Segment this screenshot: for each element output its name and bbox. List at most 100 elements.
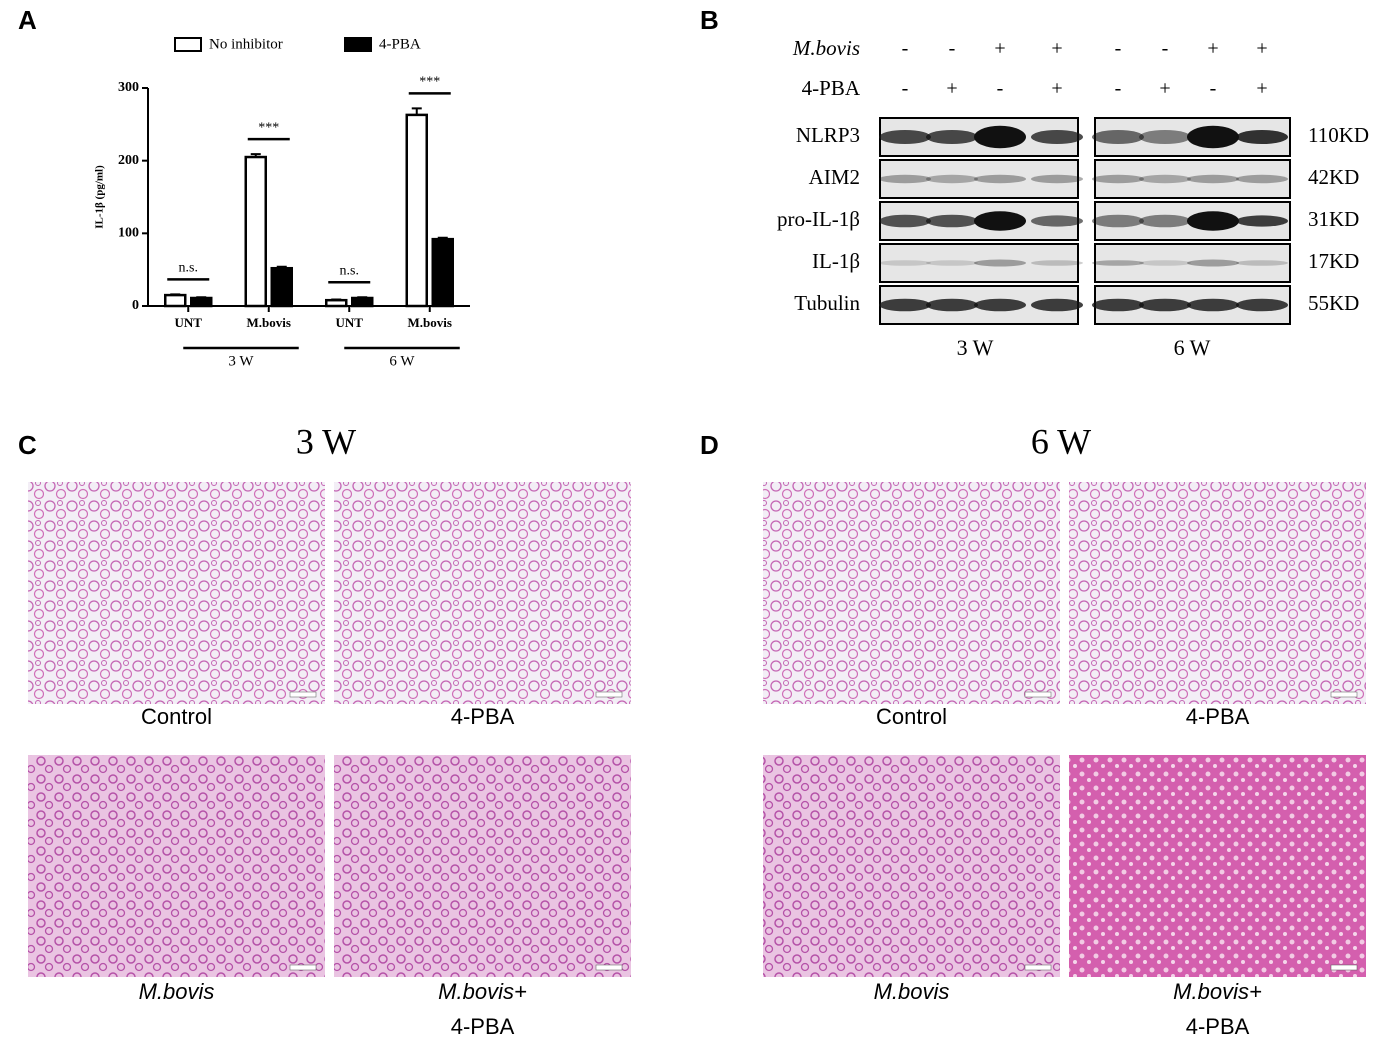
y-tick-label: 0 bbox=[132, 298, 139, 313]
legend-label: 4-PBA bbox=[379, 36, 421, 52]
blot-band bbox=[1139, 214, 1191, 228]
bar bbox=[431, 237, 454, 308]
size-label: 31KD bbox=[1308, 207, 1359, 231]
blot-band bbox=[879, 214, 931, 228]
treatment-sign: - bbox=[1115, 78, 1122, 100]
y-tick-label: 300 bbox=[118, 80, 139, 95]
blot-panel bbox=[1094, 243, 1291, 283]
blot-group-label: 6 W bbox=[1174, 335, 1211, 360]
legend-swatch bbox=[344, 37, 372, 52]
bar bbox=[164, 293, 187, 308]
treatment-sign: + bbox=[946, 78, 957, 100]
blot-band bbox=[1139, 260, 1191, 266]
blot-band bbox=[1031, 174, 1083, 184]
panel-label: B bbox=[700, 5, 719, 35]
legend-swatch bbox=[174, 37, 202, 52]
group-label: 3 W bbox=[228, 353, 254, 369]
scale-bar bbox=[1024, 691, 1052, 698]
blot-band bbox=[1031, 298, 1083, 312]
scale-bar bbox=[289, 691, 317, 698]
error-bar bbox=[437, 236, 448, 240]
image-label: Control bbox=[876, 704, 947, 729]
blot-band bbox=[1139, 174, 1191, 184]
protein-label: IL-1β bbox=[812, 249, 860, 273]
blot-band bbox=[1187, 125, 1239, 149]
blot-band bbox=[1236, 215, 1288, 227]
histology-image bbox=[763, 755, 1060, 977]
panel-label: A bbox=[18, 5, 37, 35]
x-tick-label: UNT bbox=[336, 315, 364, 330]
error-bar bbox=[411, 107, 422, 115]
blot-band bbox=[1031, 130, 1083, 144]
significance-label: n.s. bbox=[179, 261, 198, 276]
scale-bar bbox=[1024, 964, 1052, 971]
image-label: Control bbox=[141, 704, 212, 729]
significance-label: *** bbox=[258, 120, 279, 135]
treatment-sign: - bbox=[997, 78, 1004, 100]
y-tick-label: 200 bbox=[118, 153, 139, 168]
blot-panel bbox=[879, 243, 1079, 283]
scale-bar bbox=[289, 964, 317, 971]
blot-band bbox=[879, 260, 931, 266]
y-tick-label: 100 bbox=[118, 226, 139, 241]
blot-band bbox=[879, 130, 931, 144]
treatment-sign: - bbox=[949, 38, 956, 60]
significance-label: n.s. bbox=[340, 263, 359, 278]
error-bar bbox=[196, 296, 207, 299]
bar bbox=[405, 113, 428, 308]
blot-panel bbox=[879, 159, 1079, 199]
size-label: 55KD bbox=[1308, 291, 1359, 315]
scale-bar bbox=[1330, 691, 1358, 698]
section-title: 6 W bbox=[1031, 421, 1091, 461]
blot-band bbox=[974, 125, 1026, 149]
blot-band bbox=[1092, 174, 1144, 184]
blot-band bbox=[1139, 130, 1191, 144]
group-label: 6 W bbox=[389, 353, 415, 369]
blot-band bbox=[1031, 260, 1083, 266]
image-sublabel: 4-PBA bbox=[1186, 1014, 1250, 1039]
scale-bar bbox=[595, 964, 623, 971]
image-label: M.bovis+ bbox=[438, 979, 527, 1004]
blot-band bbox=[1236, 260, 1288, 266]
treatment-label: M.bovis bbox=[792, 36, 860, 60]
histology-image bbox=[334, 755, 631, 977]
bar bbox=[325, 298, 348, 308]
error-bar bbox=[276, 265, 287, 269]
significance-label: *** bbox=[419, 75, 440, 90]
x-tick-label: UNT bbox=[175, 315, 203, 330]
panel-label: C bbox=[18, 430, 37, 460]
blot-band bbox=[1236, 298, 1288, 312]
image-label: M.bovis+ bbox=[1173, 979, 1262, 1004]
panel-label: D bbox=[700, 430, 719, 460]
blot-band bbox=[1187, 174, 1239, 184]
treatment-sign: - bbox=[902, 78, 909, 100]
blot-band bbox=[974, 259, 1026, 267]
protein-label: pro-IL-1β bbox=[777, 207, 860, 231]
image-label: 4-PBA bbox=[451, 704, 515, 729]
blot-band bbox=[1092, 130, 1144, 144]
image-label: M.bovis bbox=[874, 979, 950, 1004]
treatment-sign: + bbox=[1207, 38, 1218, 60]
bar bbox=[270, 266, 293, 308]
treatment-label: 4-PBA bbox=[802, 76, 861, 100]
x-tick-label: M.bovis bbox=[247, 315, 291, 330]
bar bbox=[351, 296, 374, 308]
legend-label: No inhibitor bbox=[209, 36, 283, 52]
size-label: 42KD bbox=[1308, 165, 1359, 189]
blot-band bbox=[1139, 298, 1191, 312]
size-label: 17KD bbox=[1308, 249, 1359, 273]
blot-band bbox=[1092, 298, 1144, 312]
blot-band bbox=[879, 298, 931, 312]
blot-band bbox=[926, 130, 978, 144]
scale-bar bbox=[1330, 964, 1358, 971]
image-label: M.bovis bbox=[139, 979, 215, 1004]
treatment-sign: + bbox=[1051, 38, 1062, 60]
histology-image bbox=[763, 482, 1060, 704]
x-tick-label: M.bovis bbox=[408, 315, 452, 330]
treatment-sign: + bbox=[994, 38, 1005, 60]
blot-band bbox=[926, 298, 978, 312]
scale-bar bbox=[595, 691, 623, 698]
protein-label: NLRP3 bbox=[796, 123, 860, 147]
